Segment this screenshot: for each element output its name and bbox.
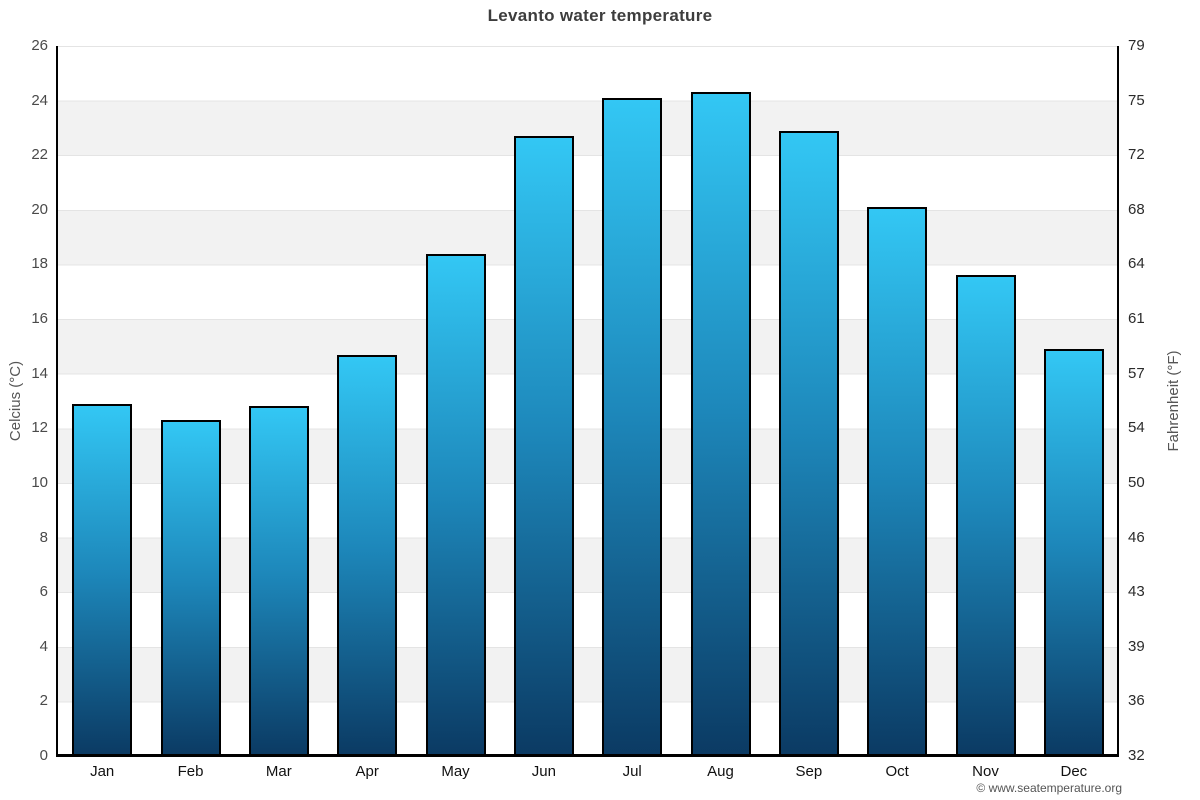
- bar-jan[interactable]: [72, 403, 133, 756]
- x-tick-aug: Aug: [707, 763, 734, 780]
- y-tick-fahrenheit-79: 79: [1128, 37, 1145, 54]
- y-tick-celsius-4: 4: [39, 637, 48, 655]
- x-tick-feb: Feb: [177, 763, 204, 780]
- y-tick-celsius-6: 6: [39, 583, 48, 601]
- y-tick-fahrenheit-54: 54: [1128, 419, 1145, 437]
- y-tick-celsius-2: 2: [39, 692, 48, 710]
- y-tick-celsius-14: 14: [31, 364, 48, 382]
- y-tick-celsius-22: 22: [31, 146, 48, 164]
- plot-area: [58, 46, 1118, 756]
- y-tick-celsius-10: 10: [31, 473, 48, 491]
- x-tick-sep: Sep: [795, 763, 823, 780]
- y-tick-celsius-26: 26: [31, 37, 48, 54]
- x-tick-jan: Jan: [90, 763, 115, 780]
- x-tick-mar: Mar: [265, 763, 292, 780]
- bar-feb[interactable]: [160, 420, 221, 756]
- y-tick-fahrenheit-68: 68: [1128, 200, 1145, 218]
- y-tick-celsius-24: 24: [31, 91, 48, 109]
- bar-jun[interactable]: [513, 136, 574, 756]
- y-tick-fahrenheit-61: 61: [1128, 310, 1145, 328]
- y-tick-fahrenheit-36: 36: [1128, 692, 1145, 710]
- x-tick-jul: Jul: [622, 763, 642, 780]
- y-tick-fahrenheit-50: 50: [1128, 473, 1145, 491]
- bar-dec[interactable]: [1043, 349, 1104, 756]
- bar-oct[interactable]: [867, 207, 928, 756]
- y-axis-right-title: Fahrenheit (°F): [1165, 350, 1182, 452]
- y-tick-celsius-12: 12: [31, 419, 48, 437]
- x-tick-apr: Apr: [355, 763, 379, 780]
- y-tick-fahrenheit-43: 43: [1128, 583, 1145, 601]
- y-axis-left-title: Celcius (°C): [7, 360, 24, 442]
- bar-nov[interactable]: [955, 275, 1016, 756]
- y-axis-line-right: [1117, 46, 1119, 756]
- copyright-link[interactable]: © www.seatemperature.org: [976, 781, 1122, 795]
- bar-jul[interactable]: [602, 97, 663, 756]
- bar-mar[interactable]: [248, 406, 309, 756]
- y-tick-celsius-8: 8: [39, 528, 48, 546]
- bar-may[interactable]: [425, 253, 486, 756]
- x-tick-may: May: [441, 763, 470, 780]
- y-tick-fahrenheit-32: 32: [1128, 747, 1145, 764]
- bar-apr[interactable]: [337, 354, 398, 756]
- x-tick-nov: Nov: [972, 763, 999, 780]
- y-tick-fahrenheit-72: 72: [1128, 146, 1145, 164]
- y-axis-line-left: [56, 46, 58, 756]
- y-tick-celsius-16: 16: [31, 310, 48, 328]
- bar-aug[interactable]: [690, 92, 751, 756]
- bar-sep[interactable]: [778, 130, 839, 756]
- x-tick-oct: Oct: [885, 763, 909, 780]
- x-tick-jun: Jun: [531, 763, 556, 780]
- y-tick-fahrenheit-46: 46: [1128, 528, 1145, 546]
- y-tick-celsius-20: 20: [31, 200, 48, 218]
- chart-title: Levanto water temperature: [487, 6, 713, 25]
- x-axis-line: [56, 754, 1119, 757]
- y-tick-fahrenheit-75: 75: [1128, 91, 1145, 109]
- y-tick-fahrenheit-64: 64: [1128, 255, 1145, 273]
- y-tick-fahrenheit-57: 57: [1128, 364, 1145, 382]
- y-tick-celsius-0: 0: [39, 747, 48, 764]
- x-tick-dec: Dec: [1060, 763, 1088, 780]
- y-tick-celsius-18: 18: [31, 255, 48, 273]
- y-tick-fahrenheit-39: 39: [1128, 637, 1145, 655]
